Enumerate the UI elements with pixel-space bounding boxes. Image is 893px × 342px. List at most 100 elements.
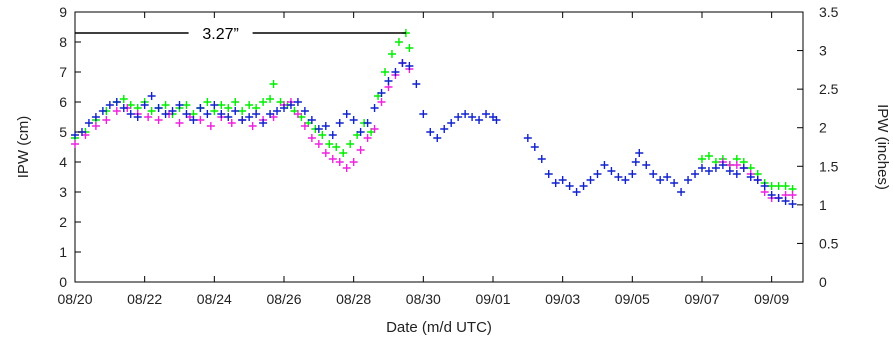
data-point: [482, 110, 491, 118]
data-point: [175, 101, 184, 109]
data-point: [419, 110, 428, 118]
data-point: [332, 143, 341, 151]
data-point: [628, 170, 637, 178]
data-point: [154, 104, 163, 112]
data-point: [718, 161, 727, 169]
data-point: [217, 101, 226, 109]
data-point: [631, 158, 640, 166]
y-right-tick-label: 3.5: [819, 4, 839, 20]
data-point: [377, 89, 386, 97]
data-point: [697, 155, 706, 163]
data-point: [370, 125, 379, 133]
y-left-tick-label: 8: [59, 34, 67, 50]
data-point: [600, 161, 609, 169]
data-point: [119, 95, 128, 103]
y-axis-right-title: IPW (inches): [874, 104, 891, 190]
data-point: [356, 128, 365, 136]
data-point: [335, 158, 344, 166]
data-point: [196, 116, 205, 124]
data-point: [788, 191, 797, 199]
series-layer: [71, 29, 797, 208]
data-point: [314, 125, 323, 133]
data-point: [739, 164, 748, 172]
data-point: [447, 119, 456, 127]
y-left-tick-label: 5: [59, 124, 67, 140]
data-point: [119, 104, 128, 112]
data-point: [314, 140, 323, 148]
x-tick-label: 09/07: [684, 291, 719, 307]
x-tick-label: 08/26: [266, 291, 301, 307]
y-left-tick-label: 4: [59, 154, 67, 170]
data-point: [767, 182, 776, 190]
data-point: [182, 110, 191, 118]
y-right-tick-label: 2: [819, 120, 827, 136]
data-point: [321, 122, 330, 130]
y-right-tick-label: 1: [819, 197, 827, 213]
data-point: [269, 80, 278, 88]
data-point: [203, 110, 212, 118]
x-axis-title: Date (m/d UTC): [386, 319, 492, 336]
data-point: [349, 116, 358, 124]
plot-frame: [74, 11, 804, 283]
data-point: [614, 173, 623, 181]
x-tick-label: 08/20: [57, 291, 92, 307]
data-point: [732, 170, 741, 178]
data-point: [530, 143, 539, 151]
data-point: [523, 134, 532, 142]
data-point: [704, 152, 713, 160]
data-point: [691, 170, 700, 178]
data-point: [412, 80, 421, 88]
data-point: [426, 128, 435, 136]
y-left-tick-label: 6: [59, 94, 67, 110]
data-point: [325, 140, 334, 148]
data-point: [565, 182, 574, 190]
data-point: [746, 173, 755, 181]
data-point: [300, 107, 309, 115]
data-point: [670, 179, 679, 187]
data-point: [711, 164, 720, 172]
data-point: [346, 140, 355, 148]
data-point: [227, 119, 236, 127]
data-point: [760, 182, 769, 190]
data-point: [112, 98, 121, 106]
y-right-tick-label: 0.5: [819, 235, 839, 251]
data-point: [245, 113, 254, 121]
y-right-tick-label: 0: [819, 274, 827, 290]
data-point: [342, 164, 351, 172]
data-point: [339, 149, 348, 157]
data-point: [105, 101, 114, 109]
data-point: [293, 98, 302, 106]
data-point: [318, 131, 327, 139]
y-left-tick-label: 1: [59, 244, 67, 260]
data-point: [363, 119, 372, 127]
data-point: [168, 107, 177, 115]
data-point: [377, 98, 386, 106]
data-point: [307, 116, 316, 124]
data-point: [677, 188, 686, 196]
y-left-tick-label: 7: [59, 64, 67, 80]
data-point: [342, 110, 351, 118]
data-point: [286, 101, 295, 109]
data-point: [684, 176, 693, 184]
x-tick-label: 09/03: [545, 291, 580, 307]
data-point: [91, 113, 100, 121]
y-right-tick-label: 1.5: [819, 158, 839, 174]
x-tick-label: 08/30: [406, 291, 441, 307]
data-point: [175, 119, 184, 127]
data-point: [405, 44, 414, 52]
x-tick-label: 09/01: [475, 291, 510, 307]
data-point: [224, 113, 233, 121]
data-point: [231, 107, 240, 115]
data-point: [98, 107, 107, 115]
data-point: [356, 146, 365, 154]
data-point: [147, 107, 156, 115]
data-point: [697, 164, 706, 172]
x-tick-label: 09/05: [615, 291, 650, 307]
data-point: [394, 38, 403, 46]
data-point: [300, 122, 309, 130]
data-point: [363, 134, 372, 142]
y-left-tick-label: 3: [59, 184, 67, 200]
data-point: [475, 116, 484, 124]
series-3: [71, 59, 797, 208]
